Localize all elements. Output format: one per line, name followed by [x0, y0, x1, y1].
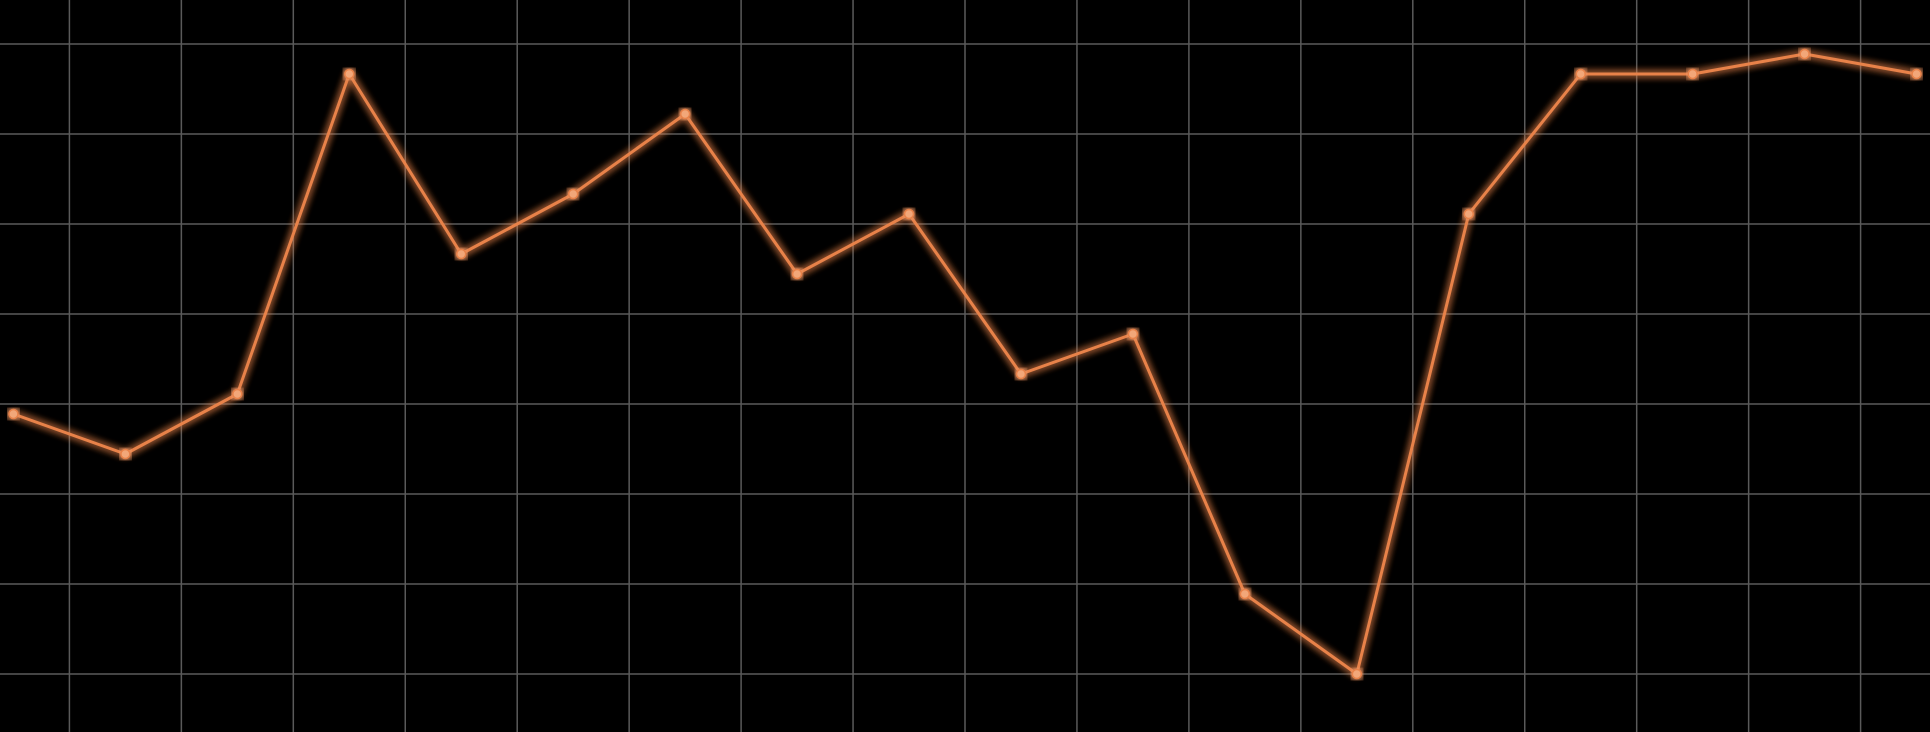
data-point-8: [793, 270, 802, 279]
data-point-4: [345, 70, 354, 79]
data-point-11: [1128, 330, 1137, 339]
data-point-14: [1464, 210, 1473, 219]
data-point-17: [1800, 50, 1809, 59]
data-point-1: [9, 410, 18, 419]
data-point-9: [905, 210, 914, 219]
data-point-2: [121, 450, 130, 459]
data-point-6: [569, 190, 578, 199]
data-point-10: [1016, 370, 1025, 379]
data-point-13: [1352, 670, 1361, 679]
data-point-12: [1240, 590, 1249, 599]
data-point-16: [1688, 70, 1697, 79]
data-point-5: [457, 250, 466, 259]
data-point-3: [233, 390, 242, 399]
data-point-18: [1912, 70, 1921, 79]
data-point-7: [681, 110, 690, 119]
data-point-15: [1576, 70, 1585, 79]
